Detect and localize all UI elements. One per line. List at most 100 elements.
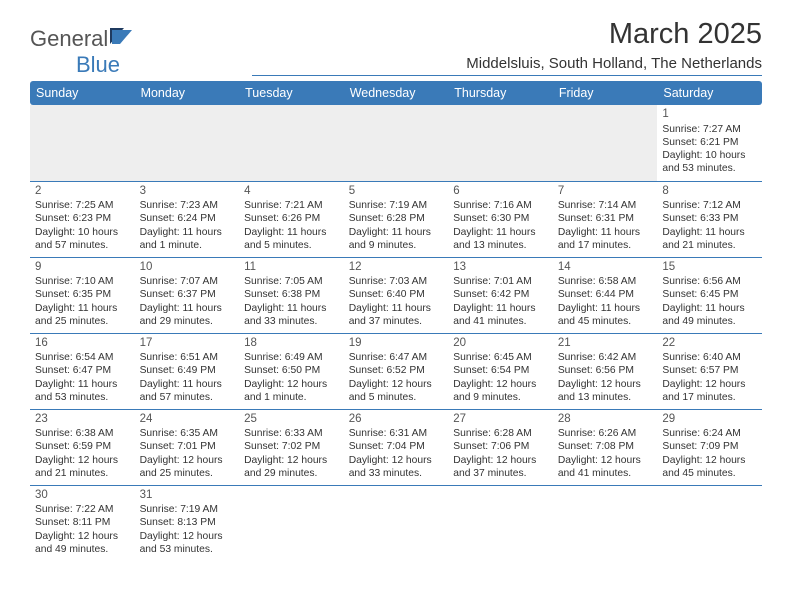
sunset-text: Sunset: 8:13 PM [140, 516, 235, 529]
calendar-week: 23Sunrise: 6:38 AMSunset: 6:59 PMDayligh… [30, 409, 762, 485]
day-cell: 16Sunrise: 6:54 AMSunset: 6:47 PMDayligh… [30, 333, 135, 409]
day-cell: 25Sunrise: 6:33 AMSunset: 7:02 PMDayligh… [239, 409, 344, 485]
day-number: 18 [244, 336, 339, 351]
sunrise-text: Sunrise: 6:38 AM [35, 427, 130, 440]
day-number: 19 [349, 336, 444, 351]
day-cell: 17Sunrise: 6:51 AMSunset: 6:49 PMDayligh… [135, 333, 240, 409]
day-cell: 21Sunrise: 6:42 AMSunset: 6:56 PMDayligh… [553, 333, 658, 409]
daylight-text: Daylight: 12 hours and 45 minutes. [662, 454, 757, 480]
day-number: 24 [140, 412, 235, 427]
day-number: 5 [349, 184, 444, 199]
calendar-header-row: SundayMondayTuesdayWednesdayThursdayFrid… [30, 81, 762, 105]
day-number: 29 [662, 412, 757, 427]
day-number: 6 [453, 184, 548, 199]
daylight-text: Daylight: 11 hours and 13 minutes. [453, 226, 548, 252]
day-cell: 4Sunrise: 7:21 AMSunset: 6:26 PMDaylight… [239, 181, 344, 257]
day-number: 1 [662, 107, 757, 122]
daylight-text: Daylight: 11 hours and 29 minutes. [140, 302, 235, 328]
daylight-text: Daylight: 12 hours and 37 minutes. [453, 454, 548, 480]
daylight-text: Daylight: 12 hours and 13 minutes. [558, 378, 653, 404]
day-number: 15 [662, 260, 757, 275]
sunset-text: Sunset: 6:54 PM [453, 364, 548, 377]
day-cell: 18Sunrise: 6:49 AMSunset: 6:50 PMDayligh… [239, 333, 344, 409]
sunrise-text: Sunrise: 6:56 AM [662, 275, 757, 288]
sunrise-text: Sunrise: 7:14 AM [558, 199, 653, 212]
sunrise-text: Sunrise: 7:12 AM [662, 199, 757, 212]
day-header: Friday [553, 81, 658, 105]
flag-icon [110, 26, 136, 52]
sunset-text: Sunset: 6:37 PM [140, 288, 235, 301]
day-cell: 13Sunrise: 7:01 AMSunset: 6:42 PMDayligh… [448, 257, 553, 333]
sunset-text: Sunset: 6:23 PM [35, 212, 130, 225]
daylight-text: Daylight: 10 hours and 53 minutes. [662, 149, 757, 175]
calendar-week: 30Sunrise: 7:22 AMSunset: 8:11 PMDayligh… [30, 485, 762, 561]
day-header: Monday [135, 81, 240, 105]
day-cell: 22Sunrise: 6:40 AMSunset: 6:57 PMDayligh… [657, 333, 762, 409]
month-title: March 2025 [252, 18, 762, 51]
day-number: 27 [453, 412, 548, 427]
day-number: 25 [244, 412, 339, 427]
day-cell: 10Sunrise: 7:07 AMSunset: 6:37 PMDayligh… [135, 257, 240, 333]
blank-cell [448, 105, 553, 181]
logo: GeneralBlue [30, 18, 136, 78]
sunset-text: Sunset: 6:45 PM [662, 288, 757, 301]
calendar-body: 1Sunrise: 7:27 AMSunset: 6:21 PMDaylight… [30, 105, 762, 561]
sunset-text: Sunset: 6:21 PM [662, 136, 757, 149]
daylight-text: Daylight: 12 hours and 9 minutes. [453, 378, 548, 404]
day-header: Saturday [657, 81, 762, 105]
blank-cell [30, 105, 135, 181]
day-cell: 26Sunrise: 6:31 AMSunset: 7:04 PMDayligh… [344, 409, 449, 485]
day-cell: 19Sunrise: 6:47 AMSunset: 6:52 PMDayligh… [344, 333, 449, 409]
day-cell: 20Sunrise: 6:45 AMSunset: 6:54 PMDayligh… [448, 333, 553, 409]
day-header: Tuesday [239, 81, 344, 105]
logo-text: GeneralBlue [30, 26, 136, 78]
sunset-text: Sunset: 8:11 PM [35, 516, 130, 529]
sunset-text: Sunset: 7:04 PM [349, 440, 444, 453]
day-cell: 14Sunrise: 6:58 AMSunset: 6:44 PMDayligh… [553, 257, 658, 333]
sunrise-text: Sunrise: 7:05 AM [244, 275, 339, 288]
calendar-week: 9Sunrise: 7:10 AMSunset: 6:35 PMDaylight… [30, 257, 762, 333]
day-cell: 5Sunrise: 7:19 AMSunset: 6:28 PMDaylight… [344, 181, 449, 257]
sunrise-text: Sunrise: 6:24 AM [662, 427, 757, 440]
sunset-text: Sunset: 6:31 PM [558, 212, 653, 225]
sunrise-text: Sunrise: 6:33 AM [244, 427, 339, 440]
sunrise-text: Sunrise: 7:23 AM [140, 199, 235, 212]
daylight-text: Daylight: 11 hours and 25 minutes. [35, 302, 130, 328]
sunset-text: Sunset: 6:26 PM [244, 212, 339, 225]
empty-cell [657, 485, 762, 561]
day-number: 11 [244, 260, 339, 275]
sunset-text: Sunset: 7:01 PM [140, 440, 235, 453]
daylight-text: Daylight: 12 hours and 5 minutes. [349, 378, 444, 404]
day-header: Thursday [448, 81, 553, 105]
sunrise-text: Sunrise: 7:16 AM [453, 199, 548, 212]
calendar-week: 2Sunrise: 7:25 AMSunset: 6:23 PMDaylight… [30, 181, 762, 257]
sunset-text: Sunset: 7:06 PM [453, 440, 548, 453]
day-number: 16 [35, 336, 130, 351]
daylight-text: Daylight: 11 hours and 33 minutes. [244, 302, 339, 328]
day-cell: 7Sunrise: 7:14 AMSunset: 6:31 PMDaylight… [553, 181, 658, 257]
empty-cell [239, 485, 344, 561]
day-cell: 31Sunrise: 7:19 AMSunset: 8:13 PMDayligh… [135, 485, 240, 561]
sunrise-text: Sunrise: 7:21 AM [244, 199, 339, 212]
daylight-text: Daylight: 12 hours and 53 minutes. [140, 530, 235, 556]
day-number: 17 [140, 336, 235, 351]
logo-text-b: Blue [76, 52, 120, 77]
sunrise-text: Sunrise: 6:42 AM [558, 351, 653, 364]
daylight-text: Daylight: 12 hours and 25 minutes. [140, 454, 235, 480]
day-number: 23 [35, 412, 130, 427]
day-cell: 11Sunrise: 7:05 AMSunset: 6:38 PMDayligh… [239, 257, 344, 333]
day-header: Wednesday [344, 81, 449, 105]
day-cell: 23Sunrise: 6:38 AMSunset: 6:59 PMDayligh… [30, 409, 135, 485]
day-cell: 30Sunrise: 7:22 AMSunset: 8:11 PMDayligh… [30, 485, 135, 561]
day-number: 28 [558, 412, 653, 427]
sunset-text: Sunset: 6:42 PM [453, 288, 548, 301]
day-number: 20 [453, 336, 548, 351]
daylight-text: Daylight: 12 hours and 21 minutes. [35, 454, 130, 480]
page-header: GeneralBlue March 2025 Middelsluis, Sout… [30, 18, 762, 78]
daylight-text: Daylight: 11 hours and 1 minute. [140, 226, 235, 252]
sunrise-text: Sunrise: 6:49 AM [244, 351, 339, 364]
daylight-text: Daylight: 11 hours and 5 minutes. [244, 226, 339, 252]
daylight-text: Daylight: 10 hours and 57 minutes. [35, 226, 130, 252]
sunrise-text: Sunrise: 6:54 AM [35, 351, 130, 364]
day-cell: 28Sunrise: 6:26 AMSunset: 7:08 PMDayligh… [553, 409, 658, 485]
